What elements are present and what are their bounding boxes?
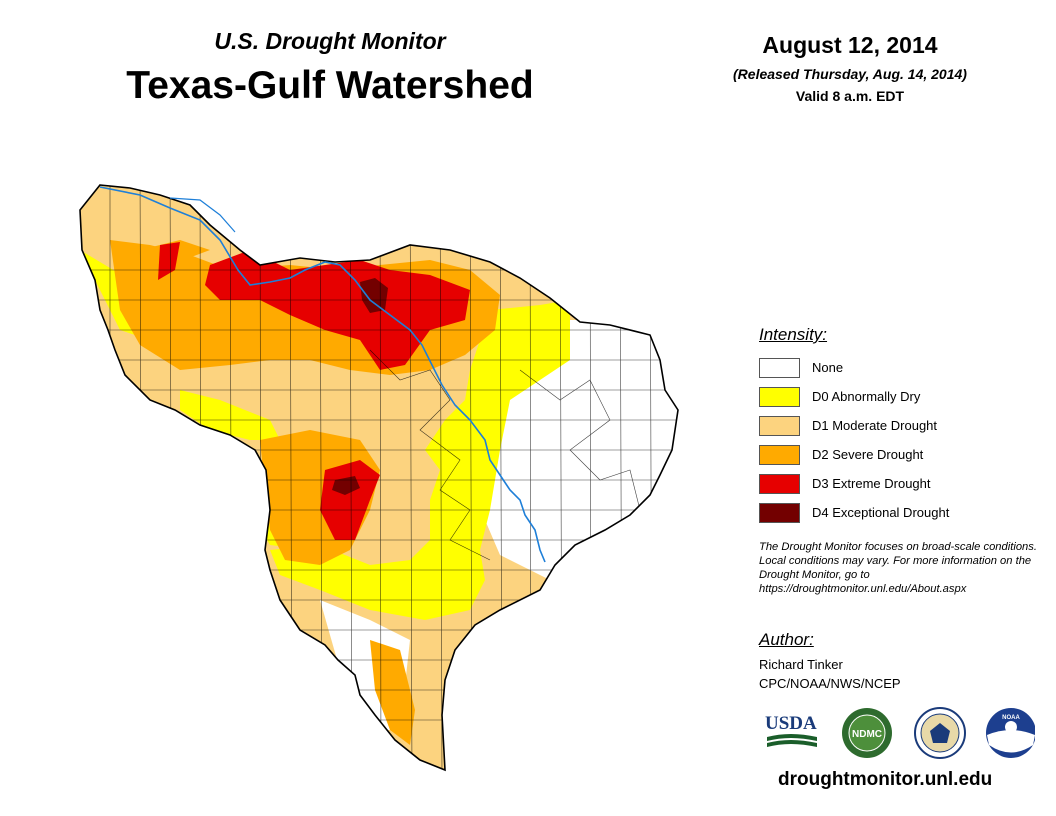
legend-item-d3: D3 Extreme Drought	[759, 469, 949, 498]
legend-label: None	[812, 360, 844, 375]
ndmc-logo-text: NDMC	[852, 729, 882, 740]
legend-swatch	[759, 444, 800, 465]
partner-logos: USDA NDMC NOAA	[765, 707, 1035, 759]
legend-swatch	[759, 473, 800, 494]
usda-logo: USDA	[765, 713, 817, 747]
map-title: Texas-Gulf Watershed	[126, 64, 534, 107]
watershed-outline	[79, 184, 679, 772]
zone-d0-west	[180, 390, 280, 440]
legend-label: D1 Moderate Drought	[812, 418, 938, 433]
author-org: CPC/NOAA/NWS/NCEP	[759, 676, 901, 691]
zone-d3-north	[205, 250, 470, 370]
red-river-line	[99, 186, 546, 563]
disclaimer-note: The Drought Monitor focuses on broad-sca…	[759, 541, 1037, 595]
drought-map	[79, 184, 679, 772]
legend-item-d4: D4 Exceptional Drought	[759, 498, 949, 527]
website-link[interactable]: droughtmonitor.unl.edu	[778, 769, 993, 790]
map-date: August 12, 2014	[762, 32, 938, 58]
legend-label: D3 Extreme Drought	[812, 476, 931, 491]
drought-zones	[80, 185, 678, 770]
legend-swatch	[759, 415, 800, 436]
legend-swatch	[759, 502, 800, 523]
legend-swatch	[759, 386, 800, 407]
legend-item-none: None	[759, 353, 949, 382]
zone-d4-central	[332, 476, 360, 495]
noaa-logo-text: NOAA	[1002, 715, 1020, 721]
author-name: Richard Tinker	[759, 657, 843, 672]
legend-heading: Intensity:	[759, 325, 828, 344]
author-heading: Author:	[759, 630, 814, 649]
valid-time: Valid 8 a.m. EDT	[795, 88, 905, 104]
zone-d0-central	[270, 300, 570, 620]
release-date: (Released Thursday, Aug. 14, 2014)	[733, 66, 967, 82]
commerce-seal-logo	[914, 707, 966, 759]
zone-d3-northwest	[158, 242, 180, 280]
legend-label: D0 Abnormally Dry	[812, 389, 921, 404]
legend-label: D4 Exceptional Drought	[812, 505, 950, 520]
legend: None D0 Abnormally Dry D1 Moderate Droug…	[759, 353, 949, 527]
zone-d2-south	[370, 640, 415, 745]
legend-swatch	[759, 357, 800, 378]
usda-logo-text: USDA	[765, 713, 817, 734]
legend-item-d2: D2 Severe Drought	[759, 440, 949, 469]
legend-label: D2 Severe Drought	[812, 447, 924, 462]
map-subtitle: U.S. Drought Monitor	[214, 28, 446, 54]
legend-item-d1: D1 Moderate Drought	[759, 411, 949, 440]
ndmc-logo: NDMC	[842, 708, 892, 758]
noaa-logo: NOAA	[986, 708, 1035, 758]
zone-d4-north	[360, 278, 388, 313]
river-tributary	[169, 197, 236, 233]
legend-item-d0: D0 Abnormally Dry	[759, 382, 949, 411]
